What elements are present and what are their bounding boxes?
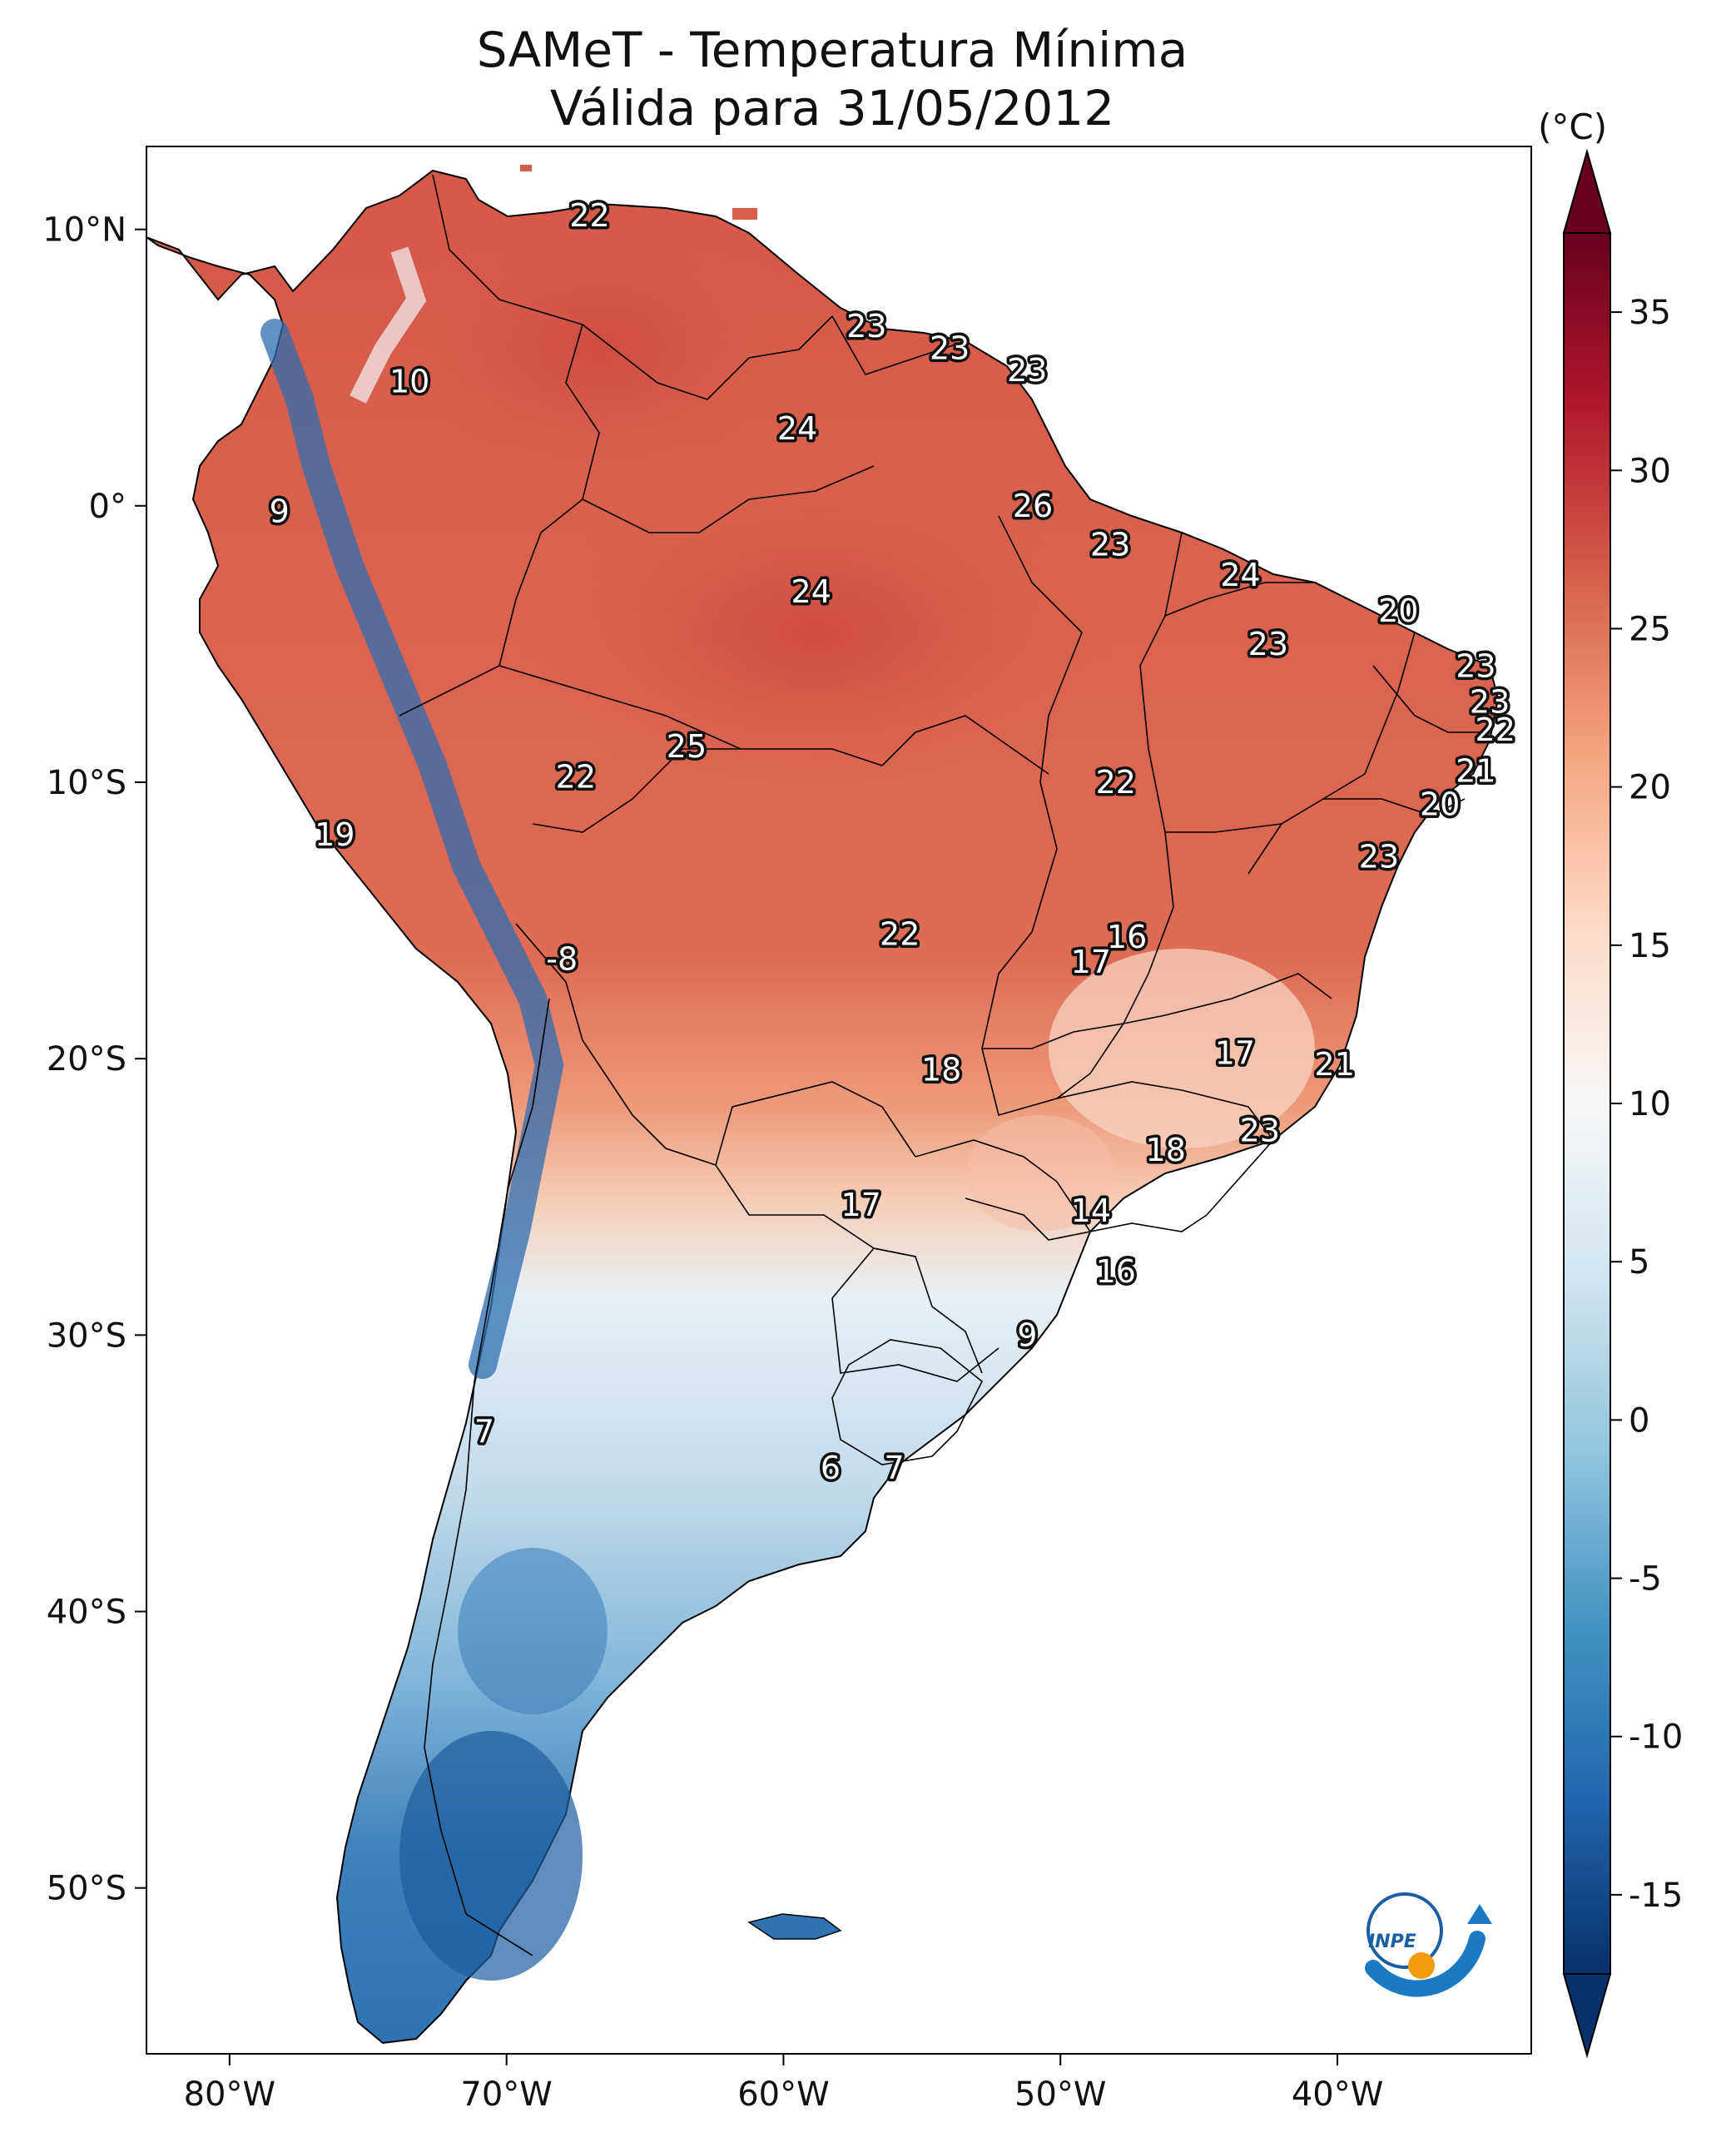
temperature-value-label: 24	[791, 573, 831, 610]
latitude-ticks: 10°N 0° 10°S 20°S 30°S 40°S 50°S	[42, 211, 146, 1908]
colorbar-tick-label: -5	[1629, 1560, 1662, 1599]
temperature-value-label: 17	[841, 1187, 880, 1223]
temperature-value-label: 24	[1220, 557, 1260, 593]
map-subtitle: Válida para 31/05/2012	[549, 80, 1115, 136]
map-title: SAMeT - Temperatura Mínima	[476, 22, 1188, 78]
colorbar-tick-label: 20	[1629, 769, 1671, 807]
inpe-logo-text: INPE	[1368, 1931, 1416, 1952]
temperature-value-label: 23	[1470, 684, 1510, 721]
lon-tick-label: 80°W	[184, 2075, 275, 2114]
colorbar-tick-label: 15	[1629, 927, 1671, 965]
temperature-value-label: 20	[1378, 593, 1418, 629]
temperature-value-label: 14	[1071, 1193, 1111, 1229]
colorbar-max-arrow	[1562, 148, 1612, 234]
colorbar-tick-label: 30	[1629, 452, 1671, 490]
lat-tick-label: 40°S	[47, 1594, 126, 1632]
temperature-value-label: 18	[921, 1051, 961, 1088]
temperature-value-label: 22	[880, 916, 920, 953]
temperature-value-label: 23	[1248, 626, 1288, 662]
temperature-value-label: 22	[1096, 764, 1136, 801]
lat-tick-label: 50°S	[47, 1870, 126, 1908]
temperature-value-label: 16	[1096, 1253, 1136, 1290]
colorbar: 35 30 25 20 15 10 5 0 -5 -10 -15	[1562, 148, 1683, 2059]
temperature-value-label: 18	[1146, 1132, 1186, 1168]
temperature-value-label: 20	[1420, 786, 1460, 823]
lat-tick-label: 20°S	[47, 1040, 126, 1078]
colorbar-tick-label: 25	[1629, 610, 1671, 648]
temperature-value-label: 10	[389, 363, 429, 399]
colorbar-bar	[1563, 232, 1611, 1975]
temperature-value-label: 16	[1107, 919, 1147, 955]
temperature-value-label: 22	[569, 197, 609, 234]
temperature-value-label: 25	[667, 728, 707, 765]
temperature-value-label: 7	[884, 1450, 904, 1486]
temperature-value-label: 23	[1090, 526, 1130, 563]
colorbar-tick-label: 0	[1629, 1401, 1649, 1440]
temperature-value-label: 23	[930, 330, 970, 366]
colorbar-tick-label: 10	[1629, 1085, 1671, 1123]
country-borders	[399, 174, 1481, 1956]
longitude-ticks: 80°W 70°W 60°W 50°W 40°W	[184, 2054, 1383, 2114]
temperature-value-label: 7	[474, 1414, 494, 1450]
lat-tick-label: 0°	[89, 488, 126, 526]
temperature-value-label: 23	[1359, 839, 1399, 875]
temperature-value-label: 23	[1240, 1113, 1280, 1149]
falkland-islands	[747, 1913, 842, 1940]
temperature-value-label: -8	[546, 941, 578, 978]
temperature-value-label: 9	[1017, 1316, 1037, 1353]
temperature-value-label: 17	[1071, 944, 1111, 980]
temperature-value-label: 23	[1456, 647, 1495, 684]
colorbar-tick-label: -15	[1629, 1877, 1683, 1915]
temperature-value-label: 19	[315, 816, 355, 853]
lon-tick-label: 60°W	[737, 2075, 829, 2114]
andes-cold-band	[260, 319, 564, 1379]
caribbean-island	[732, 208, 757, 220]
colorbar-tick-label: 5	[1629, 1243, 1649, 1282]
temperature-value-label: 6	[821, 1450, 841, 1486]
lon-tick-label: 70°W	[460, 2075, 552, 2114]
temperature-value-label: 22	[556, 758, 596, 795]
temperature-value-label: 17	[1215, 1035, 1255, 1072]
temperature-value-label: 21	[1315, 1046, 1355, 1083]
lat-tick-label: 10°S	[47, 764, 126, 802]
lat-tick-label: 10°N	[42, 211, 126, 250]
lon-tick-label: 40°W	[1292, 2075, 1383, 2114]
lon-tick-label: 50°W	[1014, 2075, 1106, 2114]
lat-tick-label: 30°S	[47, 1316, 126, 1355]
colorbar-tick-label: 35	[1629, 294, 1671, 332]
temperature-value-label: 23	[846, 308, 886, 345]
temperature-value-label: 21	[1456, 753, 1495, 790]
inpe-logo: INPE	[1365, 1892, 1492, 1997]
colorbar-min-arrow	[1562, 1973, 1612, 2059]
temperature-value-label: 26	[1013, 488, 1053, 524]
temperature-value-label: 9	[270, 493, 290, 529]
temperature-value-label: 22	[1476, 712, 1515, 748]
colorbar-tick-label: -10	[1629, 1718, 1683, 1757]
colorbar-unit: (°C)	[1538, 107, 1608, 147]
temperature-value-label: 24	[777, 410, 817, 447]
temperature-value-label: 23	[1007, 352, 1047, 389]
